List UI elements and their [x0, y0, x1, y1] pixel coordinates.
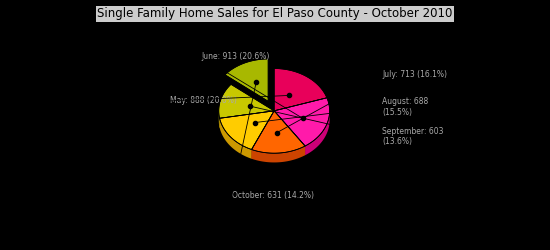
Polygon shape — [219, 111, 274, 128]
Text: Single Family Home Sales for El Paso County - October 2010: Single Family Home Sales for El Paso Cou… — [97, 8, 453, 20]
Text: May: 888 (20.0%): May: 888 (20.0%) — [170, 96, 237, 105]
Polygon shape — [225, 59, 268, 101]
Polygon shape — [251, 111, 274, 159]
Text: July: 713 (16.1%): July: 713 (16.1%) — [382, 70, 447, 79]
Polygon shape — [274, 111, 305, 155]
Polygon shape — [219, 111, 274, 150]
Polygon shape — [219, 111, 274, 128]
Polygon shape — [251, 111, 274, 159]
Polygon shape — [305, 112, 329, 155]
Polygon shape — [274, 68, 327, 111]
Polygon shape — [251, 146, 305, 162]
Text: October: 631 (14.2%): October: 631 (14.2%) — [232, 191, 314, 200]
Text: August: 688
(15.5%): August: 688 (15.5%) — [382, 97, 428, 117]
Polygon shape — [219, 118, 251, 159]
Polygon shape — [219, 84, 274, 118]
Polygon shape — [274, 111, 305, 155]
Text: September: 603
(13.6%): September: 603 (13.6%) — [382, 126, 443, 146]
Polygon shape — [251, 111, 305, 153]
Text: June: 913 (20.6%): June: 913 (20.6%) — [201, 52, 270, 62]
Polygon shape — [274, 98, 329, 146]
